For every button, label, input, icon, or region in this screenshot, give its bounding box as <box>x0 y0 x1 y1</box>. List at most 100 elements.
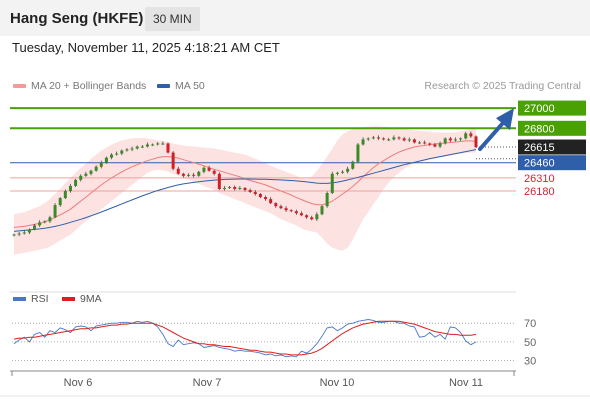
legend-ma20-label: MA 20 + Bollinger Bands <box>31 80 147 92</box>
candle-body <box>33 225 37 230</box>
level-label-26180: 26180 <box>524 186 555 198</box>
candle-body <box>212 170 216 174</box>
x-tick-label: Nov 11 <box>449 377 483 389</box>
x-tick-label: Nov 6 <box>64 377 93 389</box>
candle-body <box>120 150 124 154</box>
rsi-tick-50: 50 <box>524 337 536 349</box>
candle-body <box>315 214 319 220</box>
candle-body <box>294 211 298 214</box>
candle-body <box>443 138 447 144</box>
candle-body <box>274 203 278 207</box>
candle-body <box>269 199 273 204</box>
x-tick-label: Nov 10 <box>320 377 355 389</box>
timestamp: Tuesday, November 11, 2025 4:18:21 AM CE… <box>12 40 280 55</box>
candle-body <box>22 232 26 234</box>
rsi-series-9ma <box>13 320 477 356</box>
rsi-series-rsi <box>13 319 477 358</box>
candle-body <box>243 187 247 190</box>
candle-body <box>279 206 283 209</box>
candle-body <box>371 137 375 139</box>
candle-body <box>448 138 452 141</box>
level-label-27000: 27000 <box>524 103 555 115</box>
candle-body <box>310 217 314 220</box>
rsi-swatch <box>13 297 26 302</box>
candle-body <box>397 137 401 139</box>
candle-body <box>412 139 416 143</box>
candle-body <box>320 206 324 215</box>
candle-body <box>79 175 83 180</box>
candle-body <box>335 172 339 174</box>
candle-body <box>299 213 303 216</box>
candle-body <box>248 189 252 193</box>
header-bar: Hang Seng (HKFE) 30 MIN <box>0 0 590 36</box>
candle-body <box>351 161 355 169</box>
forecast-arrow-shaft <box>478 122 504 152</box>
candle-body <box>233 186 237 189</box>
level-label-26310: 26310 <box>524 173 555 185</box>
candle-body <box>361 139 365 145</box>
candle-body <box>217 173 221 189</box>
candle-body <box>140 146 144 148</box>
rsi-legend-label: RSI <box>31 293 49 305</box>
candle-body <box>63 191 67 199</box>
candle-body <box>181 173 185 176</box>
candle-body <box>376 137 380 139</box>
candle-body <box>438 143 442 147</box>
level-box-26800 <box>518 120 586 136</box>
level-box-26460 <box>518 155 586 171</box>
candle-body <box>68 185 72 191</box>
candle-body <box>48 217 52 222</box>
candle-body <box>305 215 309 218</box>
candle-body <box>125 149 129 151</box>
candle-body <box>387 139 391 141</box>
candle-body <box>346 168 350 172</box>
candle-body <box>253 192 257 195</box>
candle-body <box>110 154 114 158</box>
candle-body <box>43 221 47 223</box>
candle-body <box>171 152 175 169</box>
candle-body <box>197 171 201 176</box>
candle-body <box>176 168 180 174</box>
candle-body <box>453 139 457 141</box>
candle-body <box>459 138 463 140</box>
legend-ma20: MA 20 + Bollinger Bands <box>13 80 146 92</box>
candle-body <box>135 146 139 149</box>
ma9-legend-label: 9MA <box>80 293 102 305</box>
rsi-tick-70: 70 <box>524 318 536 330</box>
legend-ma50: MA 50 <box>157 80 205 92</box>
candle-body <box>356 144 360 162</box>
candle-body <box>222 187 226 189</box>
candle-body <box>228 186 232 188</box>
candle-body <box>418 142 422 144</box>
candle-body <box>202 167 206 172</box>
candle-body <box>341 171 345 173</box>
candle-body <box>289 210 293 212</box>
candle-body <box>330 173 334 194</box>
candle-body <box>130 148 134 150</box>
candle-body <box>38 222 42 226</box>
candle-body <box>284 208 288 211</box>
candle-body <box>366 138 370 140</box>
timeframe-badge[interactable]: 30 MIN <box>145 7 200 31</box>
level-box-26615 <box>518 139 586 155</box>
candle-body <box>238 187 242 189</box>
credit-text: Research © 2025 Trading Central <box>424 80 581 92</box>
candle-body <box>192 174 196 176</box>
candle-body <box>428 143 432 145</box>
candle-body <box>58 198 62 206</box>
candle-body <box>89 170 93 174</box>
candle-body <box>469 133 473 137</box>
candle-body <box>145 144 149 147</box>
level-box-27000 <box>518 100 586 116</box>
candle-body <box>99 162 103 167</box>
level-label-26460: 26460 <box>524 158 555 170</box>
candle-body <box>53 205 57 218</box>
candle-body <box>433 144 437 147</box>
candle-body <box>423 142 427 144</box>
instrument-title: Hang Seng (HKFE) <box>10 10 144 27</box>
candle-body <box>27 229 31 233</box>
rsi-tick-30: 30 <box>524 356 536 368</box>
forecast-arrow-head <box>496 108 514 131</box>
candle-body <box>156 143 160 145</box>
